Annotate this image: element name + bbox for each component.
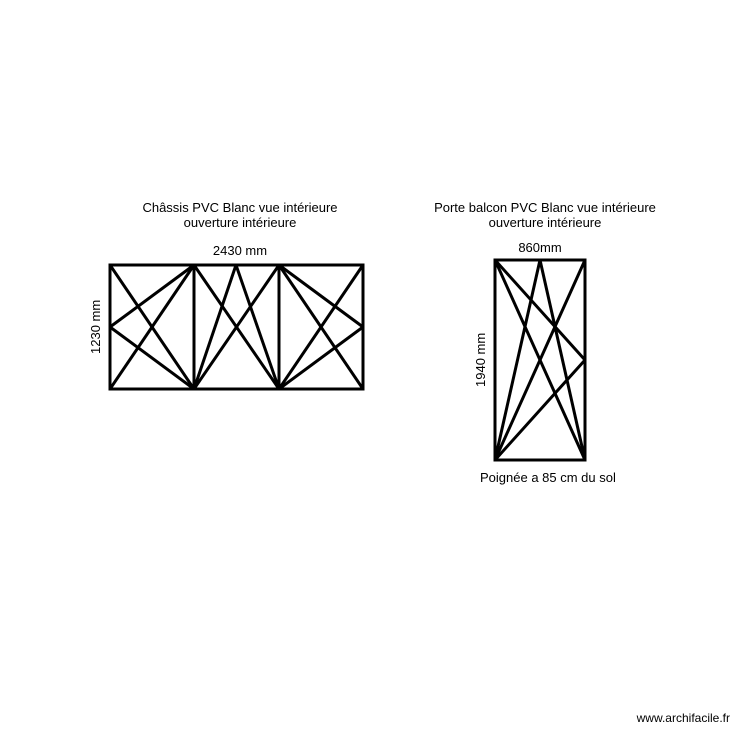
- window-width-dimension: 2430 mm: [100, 243, 380, 258]
- door-height-dimension: 1940 mm: [473, 260, 488, 460]
- door-handle-note: Poignée a 85 cm du sol: [480, 470, 616, 485]
- watermark: www.archifacile.fr: [637, 711, 730, 725]
- door-width-dimension: 860mm: [495, 240, 585, 255]
- window-title: Châssis PVC Blanc vue intérieure ouvertu…: [100, 200, 380, 230]
- door-diagram: [493, 258, 587, 462]
- window-height-dimension: 1230 mm: [88, 265, 103, 389]
- door-title: Porte balcon PVC Blanc vue intérieure ou…: [420, 200, 670, 230]
- window-diagram: [108, 263, 365, 391]
